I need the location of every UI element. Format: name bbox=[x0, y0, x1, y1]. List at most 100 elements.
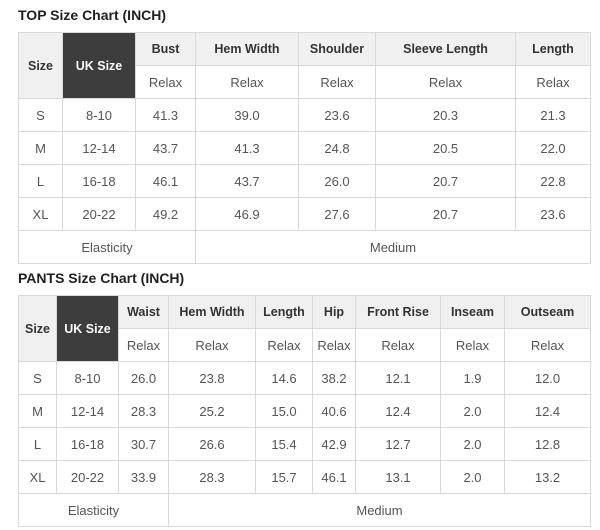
uk-size-cell: 20-22 bbox=[56, 460, 119, 494]
pants-header-front-rise: Front Rise bbox=[355, 295, 441, 329]
value-cell: 22.8 bbox=[515, 164, 591, 198]
top-header-uk-size: UK Size bbox=[62, 32, 136, 99]
value-cell: 24.8 bbox=[298, 131, 376, 165]
pants-fit-front-rise: Relax bbox=[355, 328, 441, 362]
value-cell: 30.7 bbox=[118, 427, 169, 461]
pants-header-hem-width: Hem Width bbox=[168, 295, 256, 329]
pants-header-length: Length bbox=[255, 295, 313, 329]
pants-header-hip: Hip bbox=[312, 295, 356, 329]
value-cell: 12.8 bbox=[504, 427, 591, 461]
value-cell: 42.9 bbox=[312, 427, 356, 461]
top-fit-hem-width: Relax bbox=[195, 65, 299, 99]
pants-elasticity-row: Elasticity Medium bbox=[18, 493, 591, 527]
pants-fit-waist: Relax bbox=[118, 328, 169, 362]
value-cell: 14.6 bbox=[255, 361, 313, 395]
top-fit-length: Relax bbox=[515, 65, 591, 99]
value-cell: 41.3 bbox=[135, 98, 196, 132]
elasticity-value-cell: Medium bbox=[195, 230, 591, 264]
value-cell: 20.7 bbox=[375, 164, 516, 198]
top-row-s: S 8-10 41.3 39.0 23.6 20.3 21.3 bbox=[18, 98, 591, 132]
size-cell: XL bbox=[18, 197, 63, 231]
value-cell: 23.6 bbox=[515, 197, 591, 231]
pants-fit-hip: Relax bbox=[312, 328, 356, 362]
value-cell: 23.6 bbox=[298, 98, 376, 132]
pants-header-row: Size UK Size Waist Hem Width Length Hip … bbox=[18, 295, 591, 362]
value-cell: 2.0 bbox=[440, 460, 505, 494]
value-cell: 46.1 bbox=[135, 164, 196, 198]
elasticity-label-cell: Elasticity bbox=[18, 230, 196, 264]
uk-size-cell: 20-22 bbox=[62, 197, 136, 231]
top-header-row: Size UK Size Bust Hem Width Shoulder Sle… bbox=[18, 32, 591, 99]
value-cell: 28.3 bbox=[118, 394, 169, 428]
value-cell: 15.4 bbox=[255, 427, 313, 461]
top-size-table: Size UK Size Bust Hem Width Shoulder Sle… bbox=[18, 32, 591, 264]
top-row-m: M 12-14 43.7 41.3 24.8 20.5 22.0 bbox=[18, 131, 591, 165]
value-cell: 26.6 bbox=[168, 427, 256, 461]
value-cell: 40.6 bbox=[312, 394, 356, 428]
value-cell: 2.0 bbox=[440, 394, 505, 428]
value-cell: 39.0 bbox=[195, 98, 299, 132]
value-cell: 46.1 bbox=[312, 460, 356, 494]
value-cell: 12.1 bbox=[355, 361, 441, 395]
pants-row-l: L 16-18 30.7 26.6 15.4 42.9 12.7 2.0 12.… bbox=[18, 427, 591, 461]
uk-size-cell: 12-14 bbox=[56, 394, 119, 428]
value-cell: 26.0 bbox=[298, 164, 376, 198]
top-fit-bust: Relax bbox=[135, 65, 196, 99]
top-header-shoulder: Shoulder bbox=[298, 32, 376, 66]
value-cell: 13.1 bbox=[355, 460, 441, 494]
pants-fit-row: Relax Relax Relax Relax Relax Relax Rela… bbox=[19, 328, 591, 362]
size-cell: S bbox=[18, 361, 57, 395]
uk-size-cell: 16-18 bbox=[62, 164, 136, 198]
pants-header-outseam: Outseam bbox=[504, 295, 591, 329]
uk-size-cell: 8-10 bbox=[56, 361, 119, 395]
uk-size-cell: 8-10 bbox=[62, 98, 136, 132]
pants-header-inseam: Inseam bbox=[440, 295, 505, 329]
value-cell: 43.7 bbox=[195, 164, 299, 198]
uk-size-cell: 16-18 bbox=[56, 427, 119, 461]
pants-fit-inseam: Relax bbox=[440, 328, 505, 362]
pants-fit-outseam: Relax bbox=[504, 328, 591, 362]
value-cell: 41.3 bbox=[195, 131, 299, 165]
value-cell: 13.2 bbox=[504, 460, 591, 494]
size-cell: L bbox=[18, 427, 57, 461]
value-cell: 46.9 bbox=[195, 197, 299, 231]
value-cell: 27.6 bbox=[298, 197, 376, 231]
size-cell: M bbox=[18, 131, 63, 165]
elasticity-value-cell: Medium bbox=[168, 493, 591, 527]
top-fit-sleeve-length: Relax bbox=[375, 65, 516, 99]
value-cell: 20.5 bbox=[375, 131, 516, 165]
value-cell: 38.2 bbox=[312, 361, 356, 395]
value-cell: 43.7 bbox=[135, 131, 196, 165]
value-cell: 12.0 bbox=[504, 361, 591, 395]
size-cell: S bbox=[18, 98, 63, 132]
top-header-hem-width: Hem Width bbox=[195, 32, 299, 66]
value-cell: 49.2 bbox=[135, 197, 196, 231]
top-header-size: Size bbox=[18, 32, 63, 99]
pants-header-size: Size bbox=[18, 295, 57, 362]
value-cell: 22.0 bbox=[515, 131, 591, 165]
top-chart-title: TOP Size Chart (INCH) bbox=[18, 7, 167, 23]
value-cell: 20.7 bbox=[375, 197, 516, 231]
pants-fit-length: Relax bbox=[255, 328, 313, 362]
value-cell: 15.0 bbox=[255, 394, 313, 428]
uk-size-cell: 12-14 bbox=[62, 131, 136, 165]
value-cell: 15.7 bbox=[255, 460, 313, 494]
value-cell: 12.4 bbox=[355, 394, 441, 428]
top-header-bust: Bust bbox=[135, 32, 196, 66]
size-cell: M bbox=[18, 394, 57, 428]
pants-row-s: S 8-10 26.0 23.8 14.6 38.2 12.1 1.9 12.0 bbox=[18, 361, 591, 395]
pants-row-m: M 12-14 28.3 25.2 15.0 40.6 12.4 2.0 12.… bbox=[18, 394, 591, 428]
value-cell: 12.7 bbox=[355, 427, 441, 461]
value-cell: 28.3 bbox=[168, 460, 256, 494]
pants-size-table: Size UK Size Waist Hem Width Length Hip … bbox=[18, 295, 591, 527]
elasticity-label-cell: Elasticity bbox=[18, 493, 169, 527]
value-cell: 20.3 bbox=[375, 98, 516, 132]
top-header-length: Length bbox=[515, 32, 591, 66]
value-cell: 21.3 bbox=[515, 98, 591, 132]
value-cell: 33.9 bbox=[118, 460, 169, 494]
size-cell: L bbox=[18, 164, 63, 198]
pants-row-xl: XL 20-22 33.9 28.3 15.7 46.1 13.1 2.0 13… bbox=[18, 460, 591, 494]
top-header-sleeve-length: Sleeve Length bbox=[375, 32, 516, 66]
pants-header-waist: Waist bbox=[118, 295, 169, 329]
